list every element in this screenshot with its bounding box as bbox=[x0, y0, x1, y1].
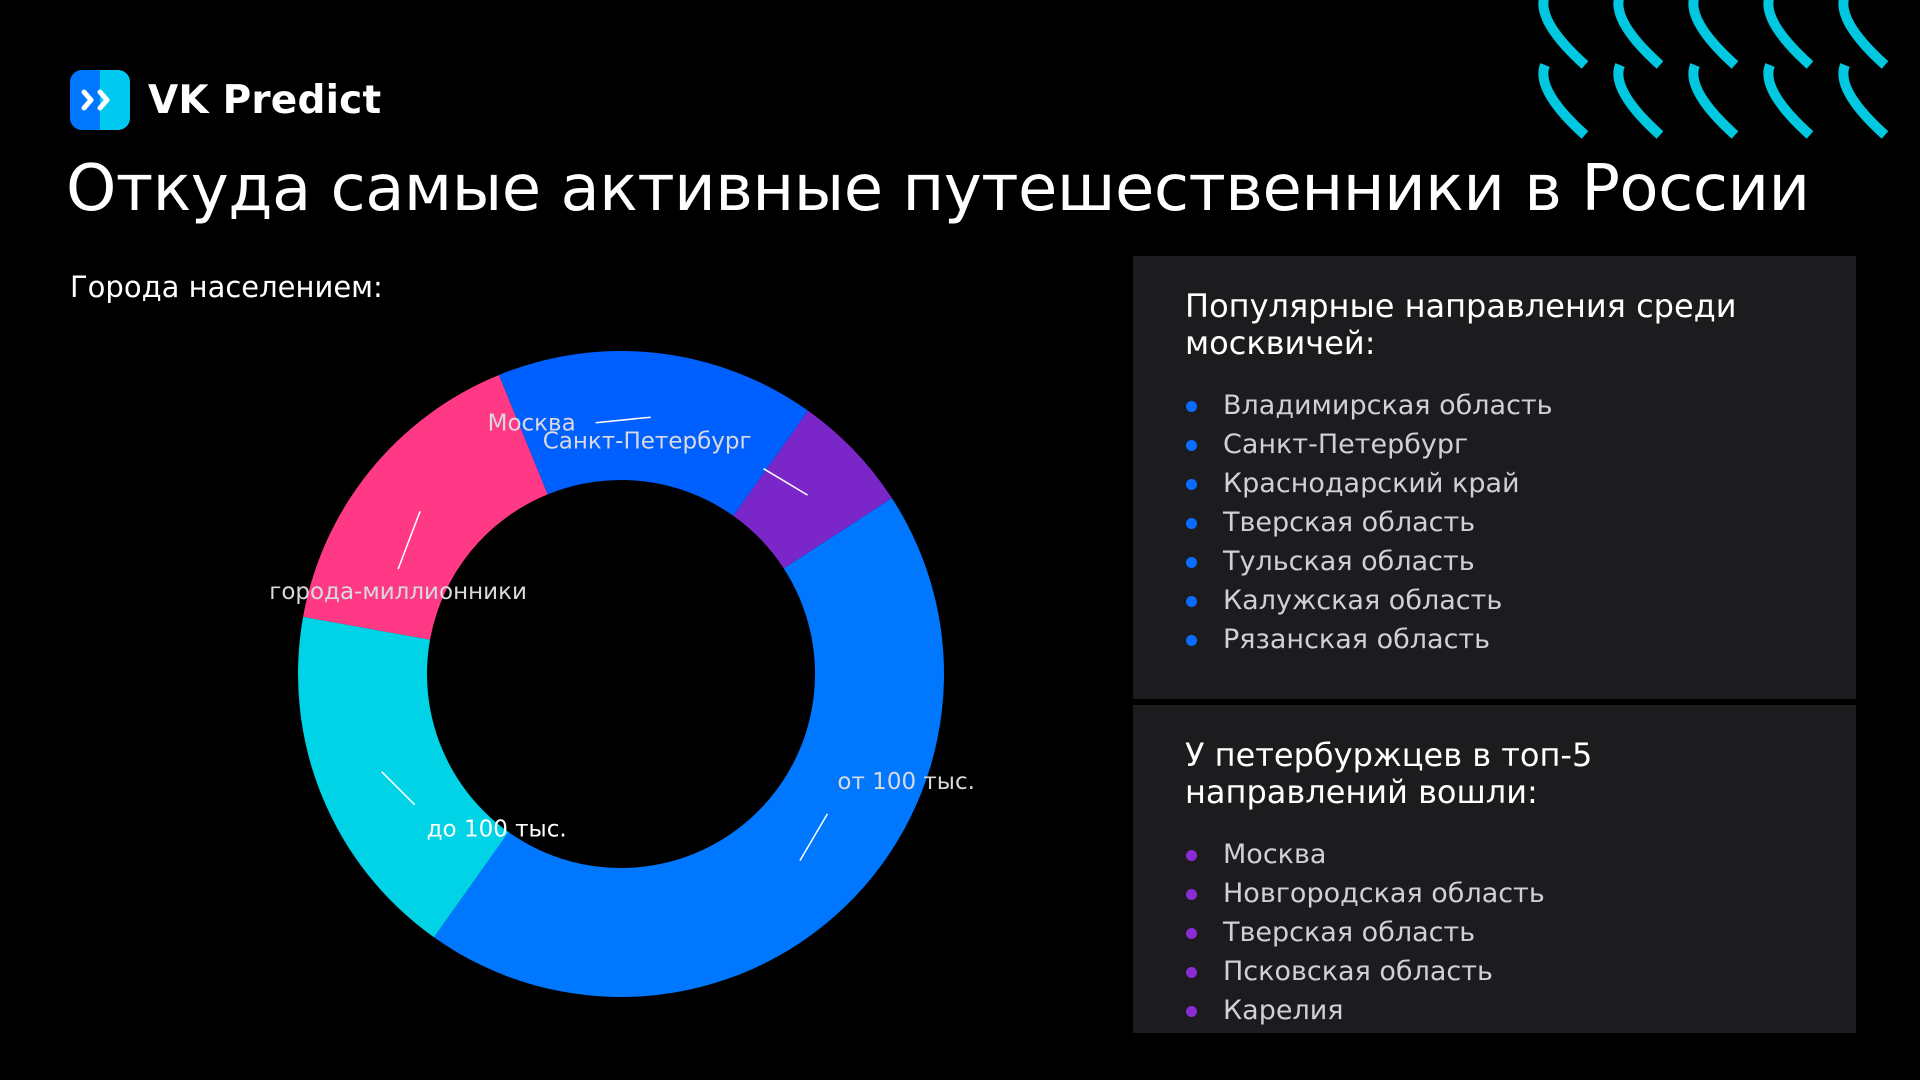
bullet-icon bbox=[1186, 557, 1197, 568]
slice-label: до 100 тыс. bbox=[427, 817, 567, 843]
donut-slice bbox=[298, 616, 509, 938]
leader-line bbox=[397, 511, 421, 570]
bullet-icon bbox=[1186, 889, 1197, 900]
decorative-arc bbox=[1838, 0, 1889, 69]
bullet-icon bbox=[1186, 518, 1197, 529]
vk-predict-logo: VK Predict bbox=[70, 70, 381, 130]
donut-slice bbox=[498, 351, 809, 516]
leader-line bbox=[595, 416, 651, 424]
list-item: Псковская область bbox=[1185, 952, 1856, 991]
destination-list: Владимирская область Санкт-Петербург Кра… bbox=[1185, 386, 1856, 659]
slice-label: города-миллионники bbox=[269, 579, 527, 605]
bullet-icon bbox=[1186, 967, 1197, 978]
page-title: Откуда самые активные путешественники в … bbox=[66, 152, 1810, 226]
panel-title: У петербуржцев в топ-5 направлений вошли… bbox=[1185, 736, 1593, 811]
bullet-icon bbox=[1186, 596, 1197, 607]
bullet-icon bbox=[1186, 850, 1197, 861]
panel-title: Популярные направления среди москвичей: bbox=[1185, 287, 1737, 362]
list-item: Рязанская область bbox=[1185, 620, 1856, 659]
vk-logo-icon bbox=[70, 70, 130, 130]
decorative-arc bbox=[1763, 0, 1814, 69]
decorative-arc bbox=[1538, 63, 1589, 139]
donut-slice bbox=[733, 410, 892, 569]
list-item: Владимирская область bbox=[1185, 386, 1856, 425]
moscow-destinations-panel: Популярные направления среди москвичей: … bbox=[1133, 256, 1856, 699]
list-item: Тверская область bbox=[1185, 503, 1856, 542]
leader-line bbox=[381, 771, 416, 806]
bullet-icon bbox=[1186, 440, 1197, 451]
decorative-arcs bbox=[1538, 0, 1889, 139]
list-item: Тверская область bbox=[1185, 913, 1856, 952]
donut-slice bbox=[303, 374, 548, 640]
list-item: Калужская область bbox=[1185, 581, 1856, 620]
decorative-arc bbox=[1763, 63, 1814, 139]
bullet-icon bbox=[1186, 635, 1197, 646]
chart-subtitle: Города населением: bbox=[70, 270, 383, 304]
bullet-icon bbox=[1186, 1006, 1197, 1017]
leader-line bbox=[763, 468, 808, 496]
brand-name: VK Predict bbox=[148, 77, 382, 123]
decorative-arc bbox=[1613, 63, 1664, 139]
list-item: Новгородская область bbox=[1185, 874, 1856, 913]
decorative-arc bbox=[1613, 0, 1664, 69]
list-item: Санкт-Петербург bbox=[1185, 425, 1856, 464]
leader-line bbox=[799, 813, 829, 861]
slice-label: от 100 тыс. bbox=[837, 769, 975, 795]
slice-label: Санкт-Петербург bbox=[543, 429, 752, 455]
list-item: Карелия bbox=[1185, 991, 1856, 1030]
list-item: Краснодарский край bbox=[1185, 464, 1856, 503]
donut-slice bbox=[433, 498, 944, 997]
decorative-arc bbox=[1838, 63, 1889, 139]
bullet-icon bbox=[1186, 928, 1197, 939]
decorative-arc bbox=[1688, 63, 1739, 139]
decorative-arc bbox=[1688, 0, 1739, 69]
list-item: Москва bbox=[1185, 835, 1856, 874]
list-item: Тульская область bbox=[1185, 542, 1856, 581]
destination-list: Москва Новгородская область Тверская обл… bbox=[1185, 835, 1856, 1030]
bullet-icon bbox=[1186, 479, 1197, 490]
petersburg-destinations-panel: У петербуржцев в топ-5 направлений вошли… bbox=[1133, 705, 1856, 1033]
bullet-icon bbox=[1186, 401, 1197, 412]
decorative-arc bbox=[1538, 0, 1589, 69]
donut-chart: от 100 тыс. до 100 тыс. города-миллионники… bbox=[269, 351, 975, 997]
slice-label: Москва bbox=[488, 411, 576, 437]
